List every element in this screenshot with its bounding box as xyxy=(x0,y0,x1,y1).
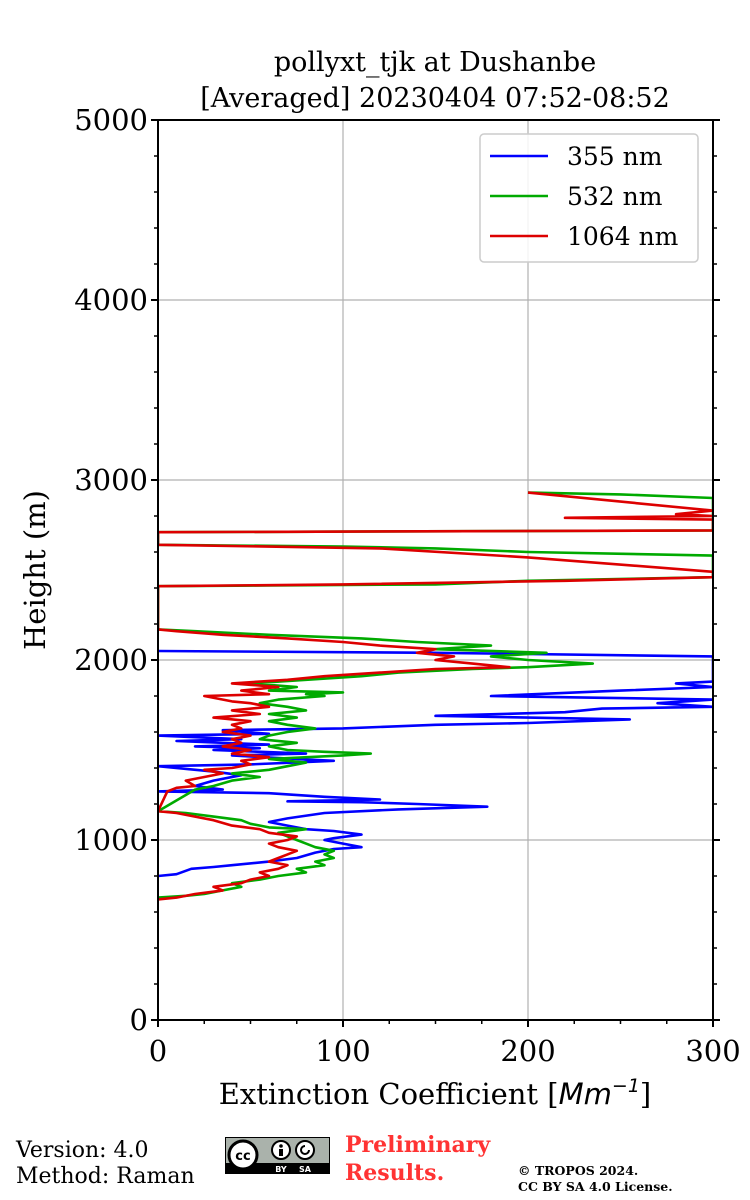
legend-label-1: 532 nm xyxy=(567,182,663,211)
x-axis-label: Extinction Coefficient [Mm−1] xyxy=(219,1075,652,1111)
cc-icon-text: cc xyxy=(235,1149,250,1164)
x-tick-label-1: 100 xyxy=(315,1034,370,1068)
x-tick-label-2: 200 xyxy=(500,1034,555,1068)
y-tick-label-4: 4000 xyxy=(74,283,148,317)
y-tick-label-0: 0 xyxy=(130,1003,148,1037)
cc-icon xyxy=(227,1139,259,1171)
x-tick-label-0: 0 xyxy=(149,1034,167,1068)
x-tick-label-3: 300 xyxy=(685,1034,740,1068)
preliminary-line1: Preliminary xyxy=(345,1132,491,1158)
preliminary-notice: Preliminary Results. xyxy=(345,1131,490,1187)
grid-lines xyxy=(158,120,713,1020)
legend-box xyxy=(479,133,699,263)
x-axis-label-text: Extinction Coefficient [ xyxy=(219,1077,559,1111)
y-tick-label-3: 3000 xyxy=(74,463,148,497)
y-tick-label-1: 1000 xyxy=(74,823,148,857)
legend: 355 nm 532 nm 1064 nm xyxy=(479,133,699,263)
x-axis-label-close: ] xyxy=(640,1077,651,1111)
version-info: Version: 4.0 Method: Raman xyxy=(16,1138,195,1190)
y-axis-label: Height (m) xyxy=(18,490,52,650)
x-axis-label-unit: Mm xyxy=(559,1077,612,1111)
x-axis-label-exp: −1 xyxy=(612,1075,640,1097)
sa-label: SA xyxy=(299,1165,312,1174)
sa-icon xyxy=(295,1140,315,1160)
plot-series-group xyxy=(158,491,713,901)
legend-label-0: 355 nm xyxy=(567,142,663,171)
cc-by-sa-badge: cc BY SA xyxy=(225,1137,330,1174)
series-line-2 xyxy=(158,491,713,901)
method-label: Method: Raman xyxy=(16,1164,195,1189)
by-label: BY xyxy=(275,1165,287,1174)
y-tick-label-5: 5000 xyxy=(74,103,148,137)
y-tick-label-2: 2000 xyxy=(74,643,148,677)
copyright-notice: © TROPOS 2024. CC BY SA 4.0 License. xyxy=(518,1163,673,1195)
axis-ticks xyxy=(151,119,720,1027)
legend-label-2: 1064 nm xyxy=(567,222,679,251)
chart-title-line2: [Averaged] 20230404 07:52-08:52 xyxy=(200,83,670,114)
chart-title-line1: pollyxt_tjk at Dushanbe xyxy=(274,47,596,78)
series-line-0 xyxy=(158,649,713,878)
extinction-chart: pollyxt_tjk at Dushanbe [Averaged] 20230… xyxy=(18,47,741,1111)
copyright-line2: CC BY SA 4.0 License. xyxy=(518,1179,673,1194)
copyright-line1: © TROPOS 2024. xyxy=(518,1163,639,1178)
preliminary-line2: Results. xyxy=(345,1160,445,1186)
version-label: Version: 4.0 xyxy=(16,1138,149,1163)
